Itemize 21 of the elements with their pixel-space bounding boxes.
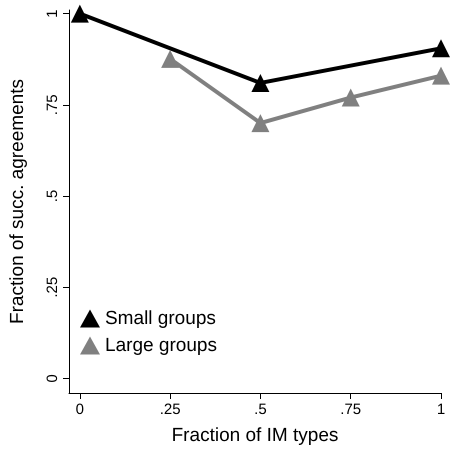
point (432, 66, 450, 85)
x-tick-label: .5 (254, 401, 267, 418)
point (161, 50, 180, 68)
y-tick-label: .25 (44, 276, 61, 298)
point (251, 114, 270, 132)
y-axis-title: Fraction of succ. agreements (7, 79, 28, 324)
legend-label: Small groups (105, 308, 216, 329)
x-tick-label: .25 (160, 401, 181, 418)
point (70, 4, 89, 23)
y-tick-label: .75 (44, 94, 61, 116)
x-tick-label: 0 (76, 401, 84, 418)
y-tick-label: 0 (44, 374, 61, 383)
y-tick-label: .5 (44, 190, 61, 202)
y-tick-label: 1 (44, 9, 61, 18)
x-tick-label: 1 (436, 401, 446, 418)
point (342, 88, 360, 107)
point (251, 74, 270, 92)
legend-label: Large groups (105, 335, 217, 356)
x-tick-label: .75 (340, 401, 362, 418)
point (432, 39, 450, 58)
x-axis-title: Fraction of IM types (172, 425, 338, 446)
